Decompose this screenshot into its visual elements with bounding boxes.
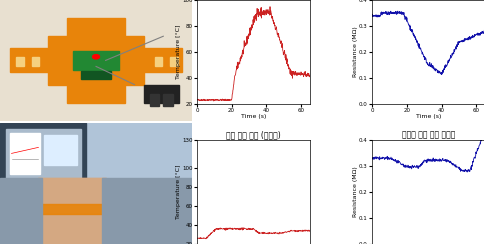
Bar xyxy=(0,178,42,244)
Bar xyxy=(6,129,80,178)
Y-axis label: Resistance (MΩ): Resistance (MΩ) xyxy=(352,167,357,217)
Bar xyxy=(0,123,86,183)
Bar xyxy=(140,48,182,72)
Title: 개발된 체온 센서 시스템: 개발된 체온 센서 시스템 xyxy=(401,130,454,139)
Circle shape xyxy=(92,55,99,59)
Y-axis label: Temperature [°C]: Temperature [°C] xyxy=(176,165,181,219)
X-axis label: Time (s): Time (s) xyxy=(240,114,266,119)
Y-axis label: Resistance (MΩ): Resistance (MΩ) xyxy=(352,27,357,77)
Bar xyxy=(163,94,172,106)
Bar xyxy=(10,133,40,174)
Bar xyxy=(44,135,76,165)
Bar xyxy=(80,71,111,79)
Bar xyxy=(169,57,177,66)
Bar xyxy=(67,18,124,36)
Polygon shape xyxy=(38,178,106,244)
Bar xyxy=(31,57,39,66)
Bar xyxy=(150,94,159,106)
Bar xyxy=(144,85,178,103)
Bar xyxy=(48,36,144,85)
Bar xyxy=(154,57,162,66)
Bar xyxy=(67,82,124,103)
Bar xyxy=(102,178,192,244)
X-axis label: Time (s): Time (s) xyxy=(415,114,440,119)
Bar xyxy=(38,204,106,214)
Title: 실울 온도 센서 (열전대): 실울 온도 센서 (열전대) xyxy=(226,130,280,139)
Bar xyxy=(73,51,119,70)
Y-axis label: Temperature [°C]: Temperature [°C] xyxy=(176,25,181,79)
Bar xyxy=(16,57,24,66)
Bar xyxy=(10,48,52,72)
Bar xyxy=(38,178,106,244)
